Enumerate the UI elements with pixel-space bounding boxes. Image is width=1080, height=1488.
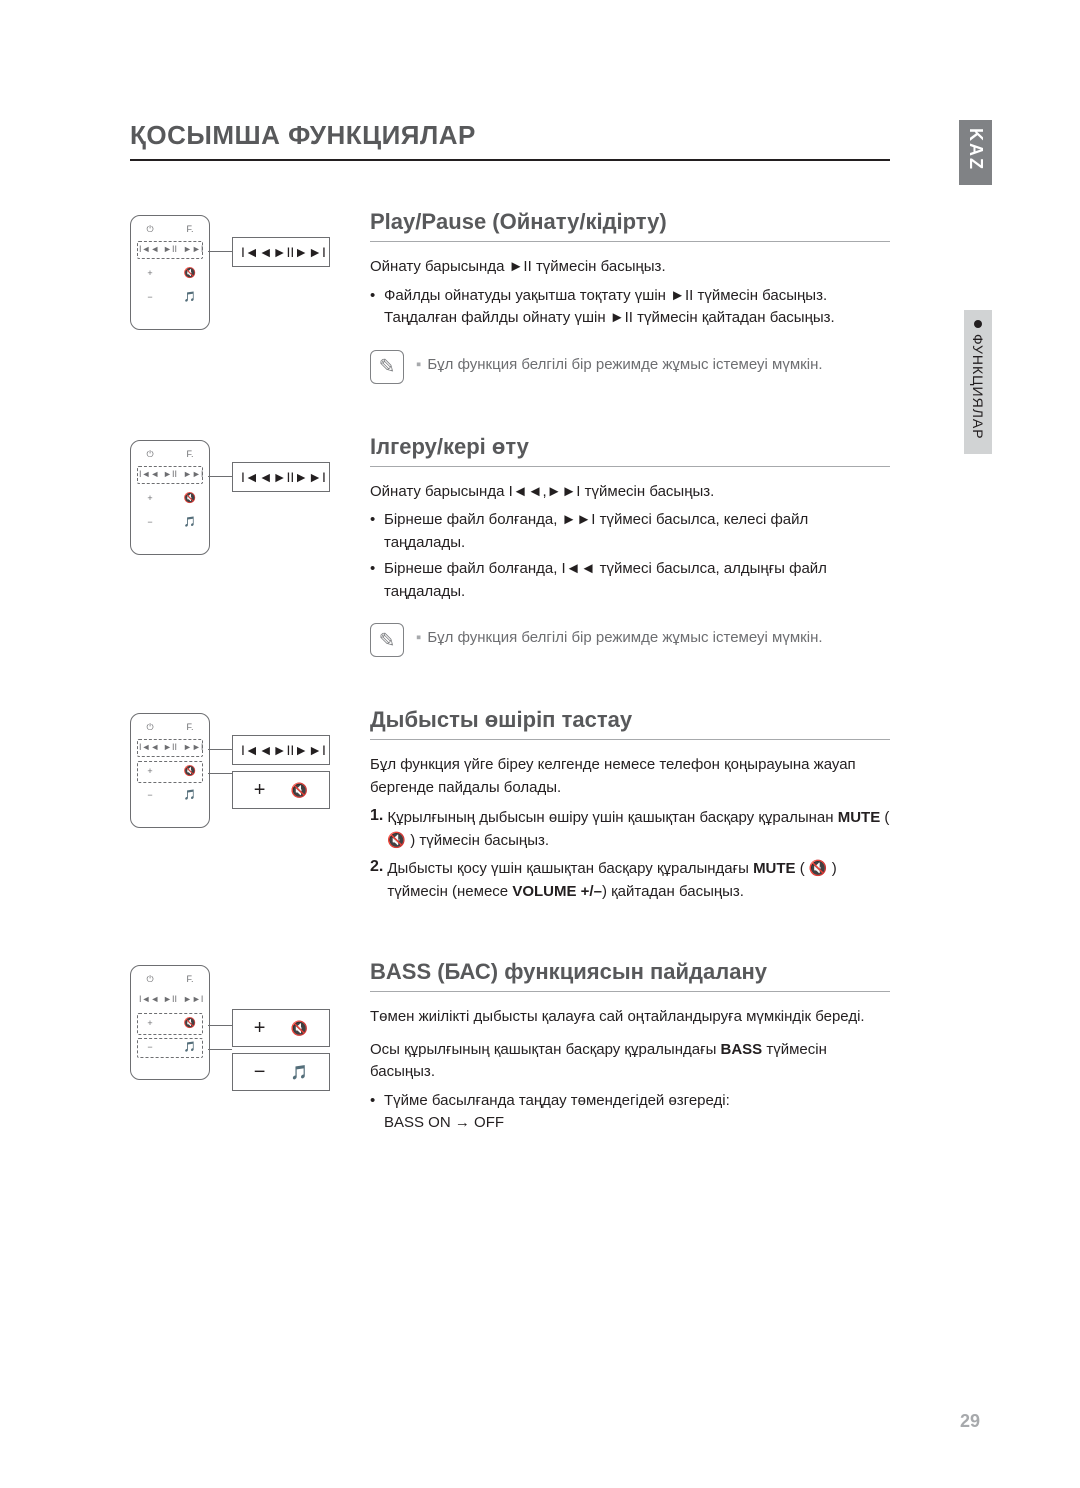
section-skip: ⏻F. I◄◄►II►►I +🔇 −🎵 I◄◄ ►II ►►I Ілгеру/к… <box>130 434 890 658</box>
heading-bass: BASS (БАС) функциясын пайдалану <box>370 959 890 992</box>
intro-text: Бұл функция үйге біреу келгенде немесе т… <box>370 754 890 799</box>
text: BASS ON → OFF <box>384 1114 504 1131</box>
plus-icon: + <box>254 1017 266 1040</box>
heading-play-pause: Play/Pause (Ойнату/кідірту) <box>370 209 890 242</box>
bullet-icon <box>974 320 982 328</box>
callout-mute-top: I◄◄ ►II ►►I <box>232 735 330 765</box>
section-tab: ФУНКЦИЯЛАР <box>964 310 992 454</box>
text: ) қайтадан басыңыз. <box>602 883 744 900</box>
text: Осы құрылғының қашықтан басқару құралынд… <box>370 1041 721 1058</box>
remote-illustration: ⏻F. I◄◄►II►►I +🔇 −🎵 <box>130 215 210 330</box>
note-box: ✎ ▪Бұл функция белгілі бір режимде жұмыс… <box>370 350 890 384</box>
heading-mute: Дыбысты өшіріп тастау <box>370 707 890 740</box>
minus-icon: − <box>254 1061 266 1084</box>
text: Түйме басылғанда таңдау төмендегідей өзг… <box>384 1092 730 1109</box>
diagram-play-pause: ⏻F. I◄◄►II►►I +🔇 −🎵 I◄◄ ►II ►►I <box>130 209 350 384</box>
bass-label: BASS <box>721 1041 763 1058</box>
play-pause-icon: ►II <box>273 244 295 260</box>
callout-skip: I◄◄ ►II ►►I <box>232 462 330 492</box>
play-pause-icon: ►II <box>273 742 295 758</box>
page-title: ҚОСЫМША ФУНКЦИЯЛАР <box>130 120 890 161</box>
note-text: Бұл функция белгілі бір режимде жұмыс іс… <box>427 629 822 646</box>
next-icon: ►►I <box>294 742 326 758</box>
mute-icon: 🔇 <box>291 1020 308 1037</box>
note-icon: ✎ <box>370 350 404 384</box>
intro-text: Ойнату барысында I◄◄,►►I түймесін басыңы… <box>370 481 890 504</box>
mute-label: MUTE <box>838 809 881 826</box>
list-item: Файлды ойнатуды уақытша тоқтату үшін ►II… <box>370 285 890 330</box>
page-number: 29 <box>960 1411 980 1432</box>
heading-skip: Ілгеру/кері өту <box>370 434 890 467</box>
list-item: Бірнеше файл болғанда, ►►I түймесі басыл… <box>370 509 890 554</box>
prev-icon: I◄◄ <box>241 244 273 260</box>
page-root: ҚОСЫМША ФУНКЦИЯЛАР KAZ ФУНКЦИЯЛАР ⏻F. I◄… <box>0 0 1080 1488</box>
diagram-bass: ⏻F. I◄◄►II►►I +🔇 −🎵 + 🔇 − 🎵 <box>130 959 350 1139</box>
diagram-mute: ⏻F. I◄◄►II►►I +🔇 −🎵 I◄◄ ►II ►►I + 🔇 <box>130 707 350 909</box>
remote-illustration: ⏻F. I◄◄►II►►I +🔇 −🎵 <box>130 713 210 828</box>
play-pause-icon: ►II <box>273 469 295 485</box>
next-icon: ►►I <box>294 244 326 260</box>
callout-bass-top: + 🔇 <box>232 1009 330 1047</box>
section-mute: ⏻F. I◄◄►II►►I +🔇 −🎵 I◄◄ ►II ►►I + 🔇 <box>130 707 890 909</box>
list-item: 1. Құрылғының дыбысын өшіру үшін қашықта… <box>370 807 890 852</box>
text: Дыбысты қосу үшін қашықтан басқару құрал… <box>387 860 753 877</box>
plus-icon: + <box>254 779 266 802</box>
prev-icon: I◄◄ <box>241 469 273 485</box>
note-text: Бұл функция белгілі бір режимде жұмыс іс… <box>427 356 822 373</box>
volume-label: VOLUME +/– <box>512 883 602 900</box>
remote-illustration: ⏻F. I◄◄►II►►I +🔇 −🎵 <box>130 440 210 555</box>
diagram-skip: ⏻F. I◄◄►II►►I +🔇 −🎵 I◄◄ ►II ►►I <box>130 434 350 658</box>
intro-text: Ойнату барысында ►II түймесін басыңыз. <box>370 256 890 279</box>
list-item: Түйме басылғанда таңдау төмендегідей өзг… <box>370 1090 890 1135</box>
sound-icon: 🎵 <box>291 1064 308 1081</box>
text: Құрылғының дыбысын өшіру үшін қашықтан б… <box>387 809 837 826</box>
mute-label: MUTE <box>753 860 796 877</box>
text: Төмен жиілікті дыбысты қалауға сай оңтай… <box>370 1006 890 1029</box>
callout-mute-bot: + 🔇 <box>232 771 330 809</box>
remote-illustration: ⏻F. I◄◄►II►►I +🔇 −🎵 <box>130 965 210 1080</box>
prev-icon: I◄◄ <box>241 742 273 758</box>
section-tab-label: ФУНКЦИЯЛАР <box>970 334 986 440</box>
note-box: ✎ ▪Бұл функция белгілі бір режимде жұмыс… <box>370 623 890 657</box>
mute-icon: 🔇 <box>291 782 308 799</box>
list-item: 2. Дыбысты қосу үшін қашықтан басқару құ… <box>370 858 890 903</box>
list-item: Бірнеше файл болғанда, I◄◄ түймесі басыл… <box>370 558 890 603</box>
callout-bass-bot: − 🎵 <box>232 1053 330 1091</box>
language-tab: KAZ <box>959 120 992 185</box>
text: Осы құрылғының қашықтан басқару құралынд… <box>370 1039 890 1084</box>
next-icon: ►►I <box>294 469 326 485</box>
note-icon: ✎ <box>370 623 404 657</box>
section-play-pause: ⏻F. I◄◄►II►►I +🔇 −🎵 I◄◄ ►II ►►I Play/Pau… <box>130 209 890 384</box>
section-bass: ⏻F. I◄◄►II►►I +🔇 −🎵 + 🔇 − 🎵 BASS (БАС) ф <box>130 959 890 1139</box>
callout-play-pause: I◄◄ ►II ►►I <box>232 237 330 267</box>
